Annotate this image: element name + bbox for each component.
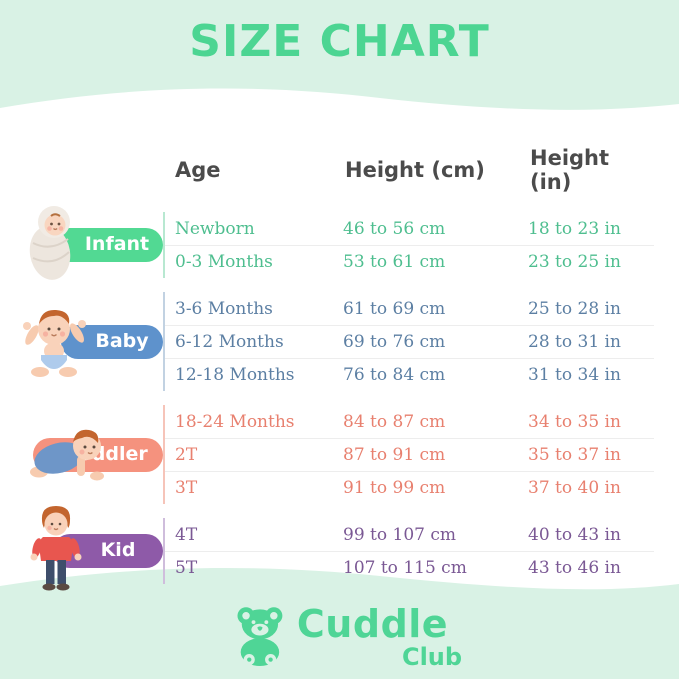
table-row: 6-12 Months 69 to 76 cm 28 to 31 in xyxy=(165,325,654,358)
table-row: 4T 99 to 107 cm 40 to 43 in xyxy=(165,518,654,551)
sitting-baby-illustration xyxy=(19,299,91,385)
group-infant-rows: Newborn 46 to 56 cm 18 to 23 in 0-3 Mont… xyxy=(163,212,654,278)
height-in-cell: 23 to 25 in xyxy=(528,252,621,272)
height-cm-cell: 99 to 107 cm xyxy=(343,524,456,545)
height-in-cell: 40 to 43 in xyxy=(528,524,621,545)
group-infant: Infant Newborn 46 to 56 cm 18 to 23 in 0… xyxy=(25,206,654,280)
height-cm-cell: 87 to 91 cm xyxy=(343,445,446,465)
brand-wordmark: Cuddle Club xyxy=(296,602,462,669)
kid-pill-label: Kid xyxy=(100,539,136,561)
height-cm-cell: 107 to 115 cm xyxy=(343,558,467,578)
height-cm-cell: 53 to 61 cm xyxy=(343,252,446,272)
infant-pill-label: Infant xyxy=(84,233,150,255)
size-table: Age Height (cm) Height (in) xyxy=(23,146,654,598)
header-height-cm: Height (cm) xyxy=(345,158,485,182)
height-in-cell: 35 to 37 in xyxy=(528,445,621,465)
age-cell: Newborn xyxy=(175,218,255,239)
height-in-cell: 37 to 40 in xyxy=(528,478,621,498)
age-cell: 0-3 Months xyxy=(175,252,273,272)
brand-name: Cuddle xyxy=(296,602,449,646)
height-in-cell: 18 to 23 in xyxy=(528,218,621,239)
group-toddler-label: Toddler xyxy=(25,405,163,504)
age-cell: 2T xyxy=(175,445,198,465)
height-in-cell: 43 to 46 in xyxy=(528,558,621,578)
page-title: SIZE CHART xyxy=(189,16,490,67)
bottom-wave-decoration xyxy=(0,562,679,590)
table-row: 3T 91 to 99 cm 37 to 40 in xyxy=(165,471,654,504)
infant-pill: Infant xyxy=(51,228,163,262)
swaddled-infant-illustration xyxy=(19,201,85,289)
group-infant-label: Infant xyxy=(25,206,163,280)
age-cell: 3-6 Months xyxy=(175,298,273,319)
group-kid-label: Kid xyxy=(25,506,163,591)
teddy-bear-icon xyxy=(231,604,291,670)
brand-subname: Club xyxy=(401,643,463,671)
group-baby-rows: 3-6 Months 61 to 69 cm 25 to 28 in 6-12 … xyxy=(163,292,654,391)
table-header-row: Age Height (cm) Height (in) xyxy=(25,146,654,194)
group-kid-rows: 4T 99 to 107 cm 40 to 43 in 5T 107 to 11… xyxy=(163,518,654,584)
height-cm-cell: 84 to 87 cm xyxy=(343,411,446,432)
height-in-cell: 28 to 31 in xyxy=(528,332,621,352)
group-toddler: Toddler 18-24 Months 84 to 87 cm 34 to 3… xyxy=(25,405,654,504)
age-cell: 6-12 Months xyxy=(175,332,284,352)
height-in-cell: 31 to 34 in xyxy=(528,365,621,385)
height-cm-cell: 69 to 76 cm xyxy=(343,332,446,352)
top-wave-decoration xyxy=(0,88,679,122)
standing-kid-illustration xyxy=(27,503,85,599)
table-row: 3-6 Months 61 to 69 cm 25 to 28 in xyxy=(165,292,654,325)
age-cell: 4T xyxy=(175,524,198,545)
table-row: Newborn 46 to 56 cm 18 to 23 in xyxy=(165,212,654,245)
height-cm-cell: 76 to 84 cm xyxy=(343,365,446,385)
group-toddler-rows: 18-24 Months 84 to 87 cm 34 to 35 in 2T … xyxy=(163,405,654,504)
header-age: Age xyxy=(175,158,221,182)
age-cell: 5T xyxy=(175,558,198,578)
height-cm-cell: 91 to 99 cm xyxy=(343,478,446,498)
table-row: 5T 107 to 115 cm 43 to 46 in xyxy=(165,551,654,584)
age-cell: 12-18 Months xyxy=(175,365,295,385)
height-cm-cell: 46 to 56 cm xyxy=(343,218,446,239)
height-in-cell: 25 to 28 in xyxy=(528,298,621,319)
group-baby: Baby 3-6 Months 61 to 69 cm 25 to 28 in … xyxy=(23,292,654,391)
header-height-in: Height (in) xyxy=(530,146,610,194)
height-cm-cell: 61 to 69 cm xyxy=(343,298,446,319)
table-row: 12-18 Months 76 to 84 cm 31 to 34 in xyxy=(165,358,654,391)
baby-pill-label: Baby xyxy=(95,329,149,352)
table-row: 0-3 Months 53 to 61 cm 23 to 25 in xyxy=(165,245,654,278)
table-row: 18-24 Months 84 to 87 cm 34 to 35 in xyxy=(165,405,654,438)
age-cell: 3T xyxy=(175,478,198,498)
table-row: 2T 87 to 91 cm 35 to 37 in xyxy=(165,438,654,471)
crawling-toddler-illustration xyxy=(19,420,111,490)
age-cell: 18-24 Months xyxy=(175,411,295,432)
group-kid: Kid 4T 99 to 107 cm 40 to 43 in 5T 107 t… xyxy=(25,506,654,591)
height-in-cell: 34 to 35 in xyxy=(528,411,621,432)
brand-footer: Cuddle Club xyxy=(0,598,679,676)
group-baby-label: Baby xyxy=(23,292,163,391)
